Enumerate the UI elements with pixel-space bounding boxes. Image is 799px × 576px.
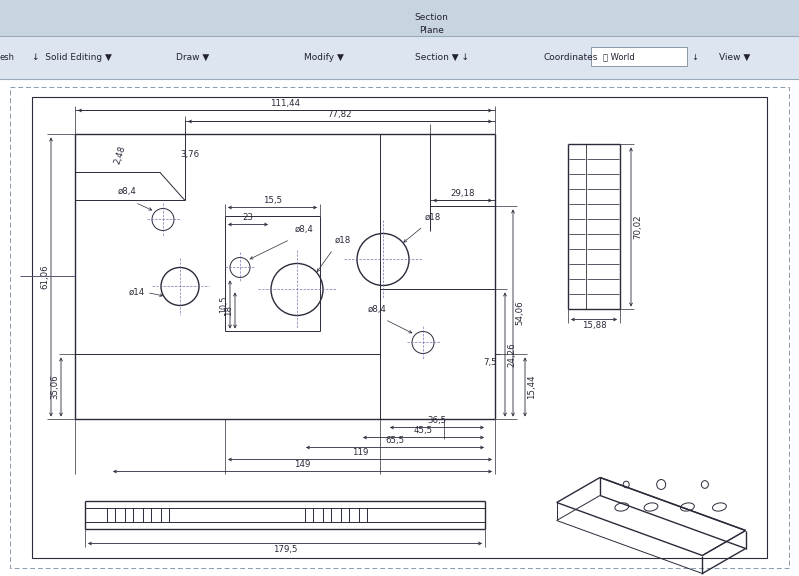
Text: 111,44: 111,44 <box>270 100 300 108</box>
Text: Section ▼ ↓: Section ▼ ↓ <box>415 53 470 62</box>
Text: ø18: ø18 <box>335 236 352 244</box>
Text: 70,02: 70,02 <box>633 215 642 239</box>
Text: Plane: Plane <box>419 26 444 35</box>
Text: 15,44: 15,44 <box>527 374 536 399</box>
Text: 15,5: 15,5 <box>263 196 282 206</box>
Text: 179,5: 179,5 <box>272 545 297 555</box>
Text: 15,88: 15,88 <box>582 321 606 331</box>
Text: 35,06: 35,06 <box>50 374 59 399</box>
Text: ø14: ø14 <box>129 287 145 297</box>
Text: 24,26: 24,26 <box>507 342 516 367</box>
Text: View ▼: View ▼ <box>719 53 750 62</box>
Text: Section: Section <box>415 13 448 22</box>
Text: ↓: ↓ <box>691 53 698 62</box>
Text: 🌐 World: 🌐 World <box>603 53 635 62</box>
Text: ø8,4: ø8,4 <box>117 188 137 196</box>
Text: 119: 119 <box>352 449 368 457</box>
Text: 54,06: 54,06 <box>515 301 524 325</box>
Text: Draw ▼: Draw ▼ <box>176 53 209 62</box>
Text: 149: 149 <box>294 460 311 469</box>
Text: Coordinates: Coordinates <box>543 53 598 62</box>
Text: 3,76: 3,76 <box>181 150 200 159</box>
Text: 23: 23 <box>243 214 253 222</box>
Text: esh: esh <box>0 53 15 62</box>
Text: 77,82: 77,82 <box>328 111 352 119</box>
Text: 7,5: 7,5 <box>483 358 497 367</box>
Text: 10,5: 10,5 <box>219 296 228 313</box>
Text: 18: 18 <box>224 305 233 316</box>
Text: 45,5: 45,5 <box>414 426 433 435</box>
Text: ø18: ø18 <box>425 213 441 222</box>
Text: Modify ▼: Modify ▼ <box>304 53 344 62</box>
Text: ø8,4: ø8,4 <box>295 225 314 234</box>
Text: 29,18: 29,18 <box>451 190 475 199</box>
Text: ø8,4: ø8,4 <box>368 305 387 314</box>
Text: ↓  Solid Editing ▼: ↓ Solid Editing ▼ <box>32 53 112 62</box>
Text: 2,48: 2,48 <box>113 144 127 165</box>
Text: 61,06: 61,06 <box>40 265 49 289</box>
Text: 65,5: 65,5 <box>385 437 404 445</box>
Text: 36,5: 36,5 <box>427 416 447 426</box>
